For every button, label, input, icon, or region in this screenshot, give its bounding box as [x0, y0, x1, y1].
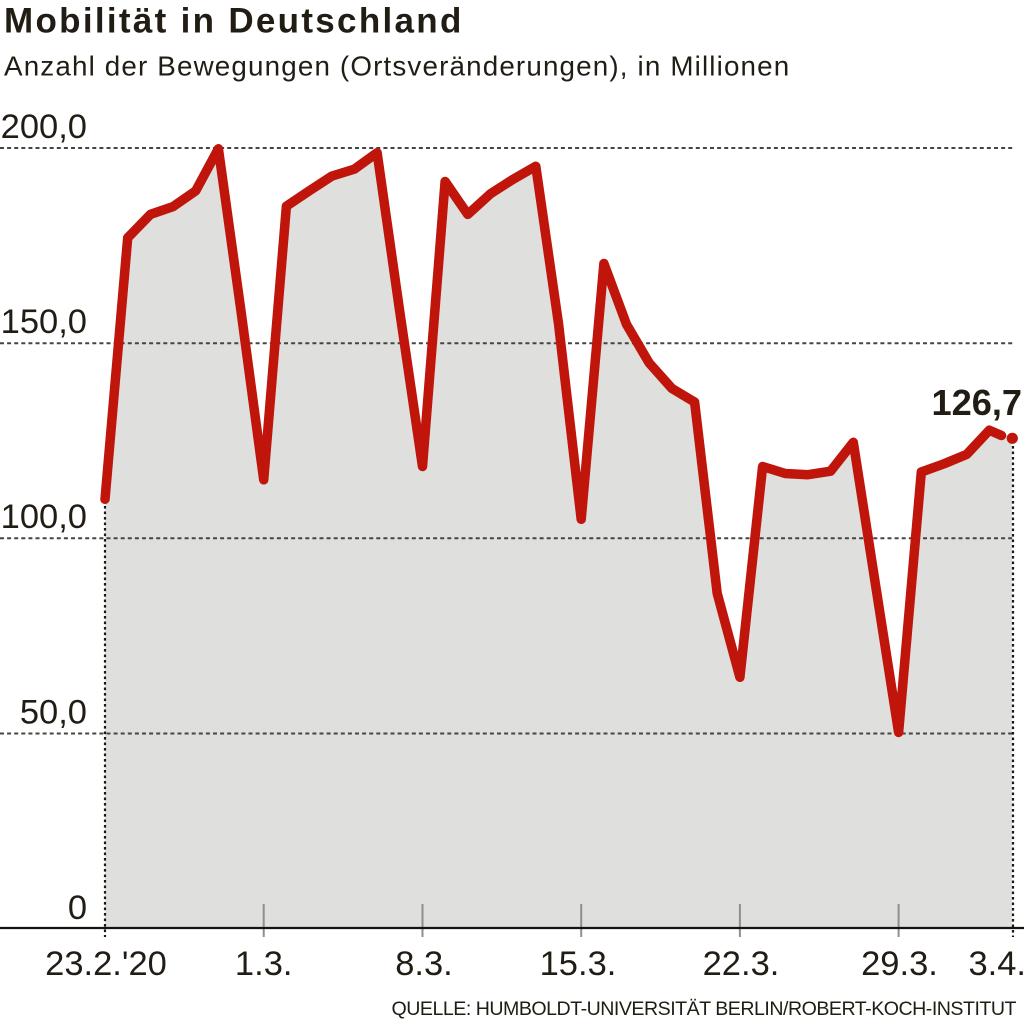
svg-text:Mobilität in Deutschland: Mobilität in Deutschland [4, 2, 464, 41]
svg-text:150,0: 150,0 [1, 303, 87, 341]
svg-text:126,7: 126,7 [931, 382, 1022, 423]
svg-text:8.3.: 8.3. [395, 945, 453, 983]
svg-text:3.4.: 3.4. [968, 945, 1024, 983]
svg-text:200,0: 200,0 [1, 108, 87, 146]
svg-text:100,0: 100,0 [1, 498, 87, 536]
svg-text:50,0: 50,0 [20, 693, 87, 731]
svg-text:22.3.: 22.3. [703, 945, 780, 983]
svg-text:29.3.: 29.3. [861, 945, 938, 983]
svg-text:Anzahl der Bewegungen (Ortsver: Anzahl der Bewegungen (Ortsveränderungen… [4, 50, 790, 81]
svg-text:15.3.: 15.3. [540, 945, 617, 983]
svg-text:23.2.'20: 23.2.'20 [45, 945, 167, 983]
svg-text:QUELLE: HUMBOLDT-UNIVERSITÄT B: QUELLE: HUMBOLDT-UNIVERSITÄT BERLIN/ROBE… [392, 998, 1017, 1020]
svg-text:1.3.: 1.3. [235, 945, 293, 983]
svg-text:0: 0 [68, 889, 87, 927]
